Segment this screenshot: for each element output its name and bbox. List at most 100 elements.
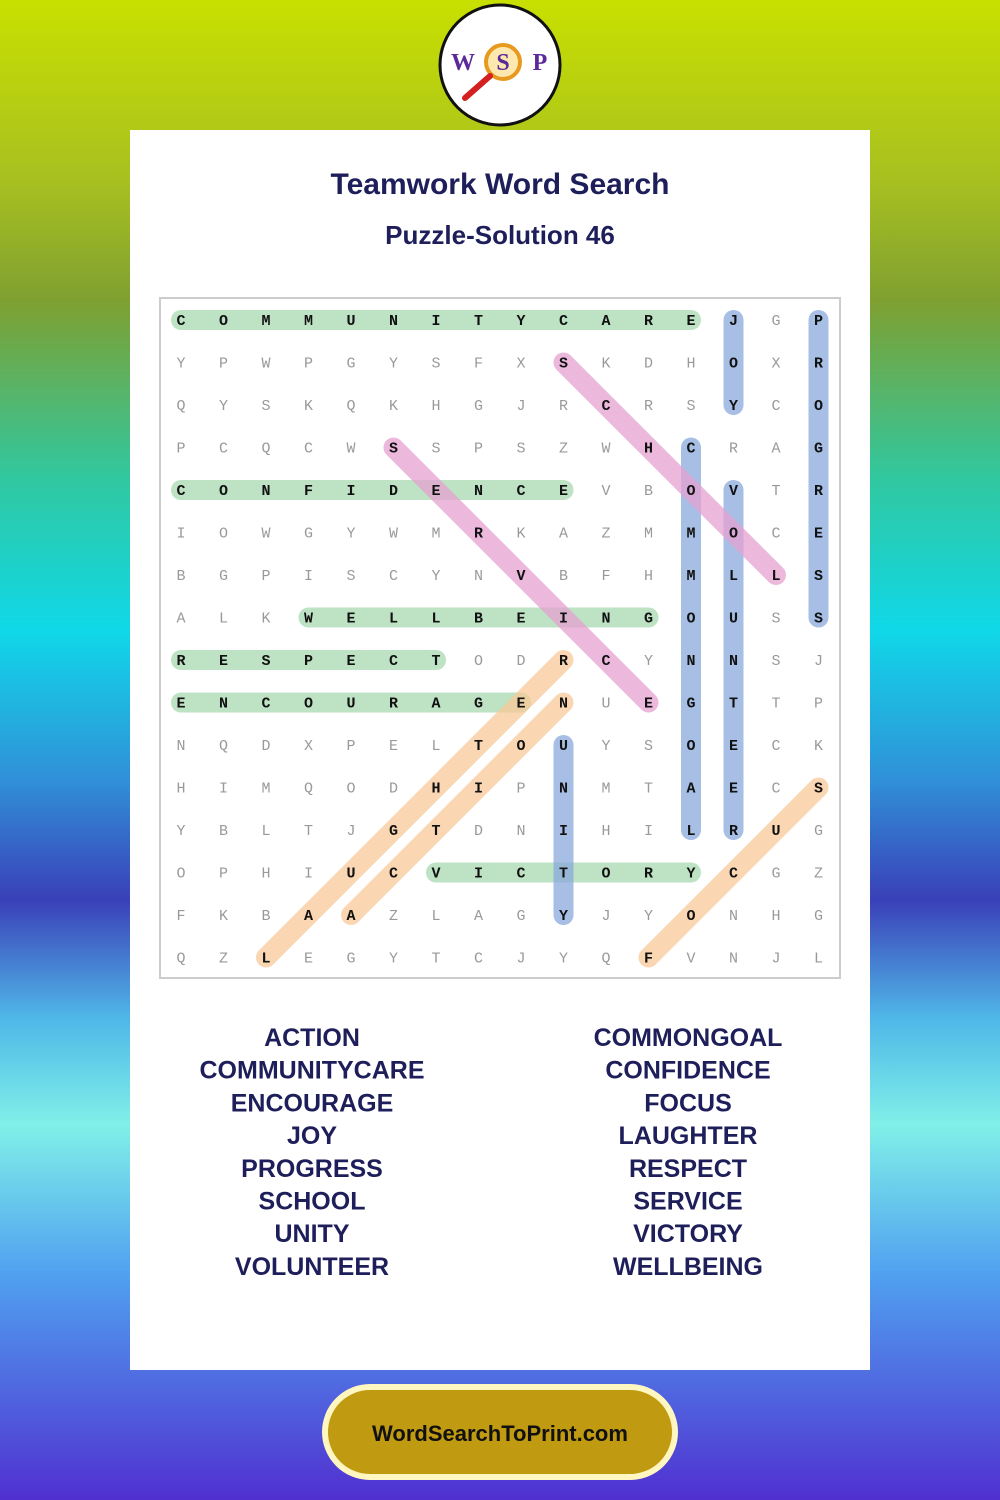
- grid-letter: Y: [176, 823, 185, 840]
- grid-letter: L: [389, 611, 398, 628]
- grid-letter: Y: [559, 908, 568, 925]
- grid-letter: R: [176, 653, 185, 670]
- grid-letter: N: [686, 653, 695, 670]
- grid-letter: Z: [559, 441, 568, 458]
- grid-letter: A: [559, 526, 568, 543]
- grid-letter: S: [644, 738, 653, 755]
- grid-letter: C: [601, 653, 610, 670]
- grid-letter: L: [686, 823, 695, 840]
- grid-letter: Y: [219, 398, 228, 415]
- grid-letter: F: [176, 908, 185, 925]
- grid-letter: L: [261, 951, 270, 968]
- grid-letter: C: [771, 526, 780, 543]
- grid-letter: O: [686, 611, 695, 628]
- grid-letter: I: [559, 823, 568, 840]
- grid-letter: P: [176, 441, 185, 458]
- grid-letter: P: [219, 356, 228, 373]
- grid-letter: B: [474, 611, 483, 628]
- grid-letter: G: [771, 866, 780, 883]
- grid-letter: U: [346, 866, 355, 883]
- grid-letter: P: [474, 441, 483, 458]
- grid-letter: I: [474, 781, 483, 798]
- grid-letter: B: [644, 483, 653, 500]
- grid-letter: L: [814, 951, 823, 968]
- footer-button[interactable]: [322, 1384, 678, 1480]
- grid-letter: C: [686, 441, 695, 458]
- grid-letter: C: [389, 653, 398, 670]
- panel: [130, 130, 870, 1370]
- grid-letter: A: [176, 611, 185, 628]
- grid-letter: C: [729, 866, 738, 883]
- grid-letter: W: [261, 356, 270, 373]
- grid-letter: T: [644, 781, 653, 798]
- grid-letter: G: [686, 696, 695, 713]
- grid-letter: M: [644, 526, 653, 543]
- grid-letter: P: [304, 356, 313, 373]
- title: Teamwork Word Search: [331, 168, 670, 201]
- grid-letter: U: [601, 696, 610, 713]
- grid-letter: E: [644, 696, 653, 713]
- grid-letter: G: [644, 611, 653, 628]
- grid-letter: H: [431, 398, 440, 415]
- grid-letter: E: [176, 696, 185, 713]
- grid-letter: P: [814, 696, 823, 713]
- grid-letter: V: [516, 568, 525, 585]
- logo-lens: [484, 43, 522, 81]
- grid-letter: P: [261, 568, 270, 585]
- grid-letter: Q: [176, 951, 185, 968]
- footer-link[interactable]: WordSearchToPrint.com: [372, 1421, 628, 1446]
- grid-letter: I: [559, 611, 568, 628]
- grid-letter: B: [219, 823, 228, 840]
- grid-letter: G: [474, 696, 483, 713]
- grid-letter: G: [346, 356, 355, 373]
- grid-letter: E: [346, 653, 355, 670]
- grid-letter: E: [431, 483, 440, 500]
- grid-letter: Y: [346, 526, 355, 543]
- grid-letter: J: [771, 951, 780, 968]
- grid-letter: T: [771, 483, 780, 500]
- grid-letter: C: [771, 781, 780, 798]
- grid-letter: V: [601, 483, 610, 500]
- grid-letter: Z: [219, 951, 228, 968]
- grid-letter: O: [729, 356, 738, 373]
- word-list-item: ACTION: [264, 1024, 360, 1052]
- grid-letter: C: [219, 441, 228, 458]
- grid-letter: S: [346, 568, 355, 585]
- grid-letter: E: [389, 738, 398, 755]
- grid-letter: B: [261, 908, 270, 925]
- grid-letter: O: [176, 866, 185, 883]
- grid-letter: S: [771, 611, 780, 628]
- grid-letter: B: [176, 568, 185, 585]
- grid-letter: K: [219, 908, 228, 925]
- grid-letter: R: [559, 653, 568, 670]
- grid-letter: R: [814, 356, 823, 373]
- grid-letter: K: [304, 398, 313, 415]
- grid-letter: Z: [814, 866, 823, 883]
- word-list-item: LAUGHTER: [619, 1122, 758, 1150]
- grid-letter: U: [346, 696, 355, 713]
- grid-letter: O: [219, 483, 228, 500]
- grid-letter: T: [559, 866, 568, 883]
- grid-letter: G: [771, 313, 780, 330]
- grid-letter: S: [431, 356, 440, 373]
- grid-letter: T: [431, 823, 440, 840]
- grid-letter: O: [346, 781, 355, 798]
- grid-letter: P: [219, 866, 228, 883]
- grid-letter: D: [516, 653, 525, 670]
- grid-letter: O: [686, 908, 695, 925]
- word-list-item: UNITY: [275, 1220, 350, 1248]
- grid-letter: C: [474, 951, 483, 968]
- grid-letter: E: [346, 611, 355, 628]
- grid-letter: M: [304, 313, 313, 330]
- grid-letter: R: [644, 398, 653, 415]
- grid-letter: H: [644, 441, 653, 458]
- grid-letter: E: [729, 781, 738, 798]
- grid-letter: R: [729, 441, 738, 458]
- subtitle: Puzzle-Solution 46: [385, 220, 615, 250]
- grid-frame: [159, 297, 841, 979]
- grid-letter: J: [516, 398, 525, 415]
- grid-letter: T: [474, 738, 483, 755]
- grid-letter: W: [389, 526, 398, 543]
